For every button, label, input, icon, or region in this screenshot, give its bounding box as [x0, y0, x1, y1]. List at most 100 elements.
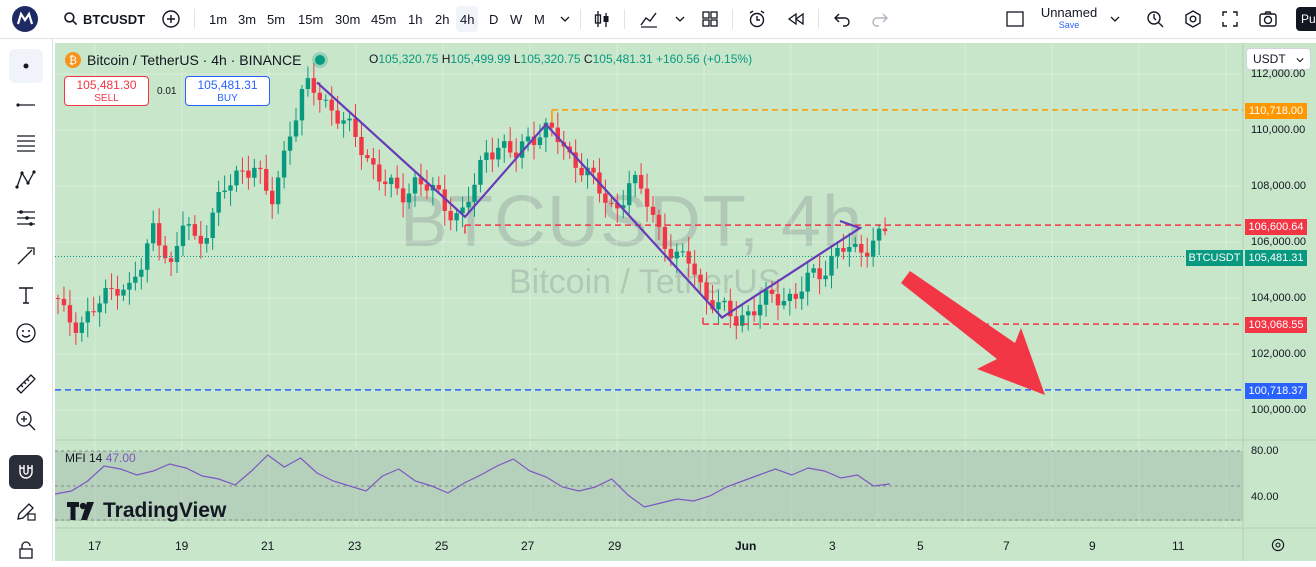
undo-icon[interactable] — [830, 0, 854, 38]
layout-dropdown-icon[interactable] — [1108, 0, 1122, 38]
alert-icon[interactable] — [744, 0, 770, 38]
down-arrow — [901, 271, 1045, 395]
time-label: 21 — [261, 539, 275, 553]
replay-icon[interactable] — [784, 0, 808, 38]
candle-body — [478, 159, 483, 185]
timeframe-3m[interactable]: 3m — [238, 11, 257, 27]
candle-body — [698, 274, 703, 283]
high-value: 105,499.99 — [450, 52, 511, 66]
price-label: 106,000.00 — [1251, 236, 1307, 248]
axis-settings-icon[interactable] — [1270, 537, 1286, 558]
brush-icon[interactable] — [9, 239, 43, 273]
candle-body — [359, 136, 364, 156]
candle-body — [323, 99, 328, 101]
candle-body — [145, 243, 150, 270]
timeframe-30m[interactable]: 30m — [335, 11, 361, 27]
camera-icon[interactable] — [1256, 0, 1280, 38]
indicators-dropdown-icon[interactable] — [673, 0, 687, 38]
fullscreen-icon[interactable] — [1218, 0, 1242, 38]
candles-icon[interactable] — [590, 0, 614, 38]
candle-body — [793, 293, 798, 299]
chart-pane[interactable]: BTCUSDT, 4h Bitcoin / TetherUS ₿ Bitcoin… — [55, 43, 1316, 561]
timeframe-M[interactable]: M — [534, 11, 545, 27]
candle-body — [531, 136, 537, 146]
indicators-icon[interactable] — [636, 0, 662, 38]
tradingview-logo[interactable]: TradingView — [67, 499, 226, 523]
quick-search-icon[interactable] — [1143, 0, 1167, 38]
fib-tools-icon[interactable] — [9, 201, 43, 235]
candle-body — [662, 226, 668, 249]
candle-body — [133, 276, 138, 283]
timeframe-4h[interactable]: 4h — [456, 6, 479, 32]
compare-symbol-icon[interactable] — [158, 0, 184, 38]
candle-body — [865, 252, 870, 257]
lock-icon[interactable] — [9, 533, 43, 567]
candle-body — [853, 243, 858, 247]
candle-body — [615, 203, 620, 209]
layout-checkbox-icon[interactable] — [1004, 0, 1026, 38]
timeframe-1h[interactable]: 1h — [408, 11, 423, 27]
candle-body — [841, 247, 846, 252]
buy-button[interactable]: 105,481.31 BUY — [185, 76, 270, 106]
emoji-icon[interactable] — [9, 316, 43, 350]
magnet-icon[interactable] — [9, 455, 43, 489]
zoom-in-icon[interactable] — [9, 404, 43, 438]
currency-dropdown-icon — [1296, 58, 1304, 63]
mfi-legend[interactable]: MFI 14 47.00 — [65, 451, 136, 465]
timeframe-15m[interactable]: 15m — [298, 11, 324, 27]
time-label: 3 — [829, 539, 836, 553]
symbol-legend[interactable]: ₿ Bitcoin / TetherUS · 4h · BINANCE — [63, 50, 326, 70]
redo-icon[interactable] — [868, 0, 892, 38]
timeframe-D[interactable]: D — [489, 11, 499, 27]
search-icon[interactable] — [60, 0, 82, 38]
candle-body — [258, 167, 263, 170]
timeframe-1m[interactable]: 1m — [209, 11, 228, 27]
candle-body — [121, 289, 126, 296]
ruler-icon[interactable] — [9, 367, 43, 401]
sell-price: 105,481.30 — [76, 78, 137, 92]
timeframe-45m[interactable]: 45m — [371, 11, 397, 27]
logo-icon[interactable] — [10, 0, 40, 38]
last-price-tag: 105,481.31 — [1245, 250, 1307, 266]
timeframe-W[interactable]: W — [510, 11, 523, 27]
currency-select[interactable]: USDT — [1246, 48, 1311, 70]
layout-name-button[interactable]: Unnamed Save — [1034, 0, 1104, 38]
settings-gear-icon[interactable] — [1181, 0, 1205, 38]
candle-body — [537, 137, 543, 146]
lock-pencil-icon[interactable] — [9, 494, 43, 528]
horizontal-lines-icon[interactable] — [9, 126, 43, 160]
time-label: Jun — [735, 539, 757, 553]
sell-button[interactable]: 105,481.30 SELL — [64, 76, 149, 106]
symbol-price-tag: BTCUSDT — [1186, 250, 1243, 266]
timeframe-5m[interactable]: 5m — [267, 11, 286, 27]
candle-body — [275, 177, 281, 205]
candle-body — [876, 228, 882, 241]
candle-body — [109, 288, 114, 290]
order-quantity[interactable]: 0.01 — [157, 86, 177, 97]
price-label: 104,000.00 — [1251, 292, 1307, 304]
text-tool-icon[interactable] — [9, 278, 43, 312]
top-toolbar: BTCUSDT 1m 3m 5m 15m 30m 45m 1h 2h 4h D W M Unnamed… — [0, 0, 1316, 39]
candle-body — [484, 152, 489, 160]
timeframe-2h[interactable]: 2h — [435, 11, 450, 27]
time-label: 29 — [608, 539, 622, 553]
save-label: Save — [1058, 20, 1080, 30]
sell-label: SELL — [94, 93, 119, 104]
cursor-dot-icon[interactable] — [9, 49, 43, 83]
publish-button[interactable]: Pu — [1296, 7, 1316, 31]
trend-line-icon[interactable] — [9, 88, 43, 122]
interval-dropdown-icon[interactable] — [558, 0, 572, 38]
mfi-value: 47.00 — [105, 451, 136, 465]
candle-body — [644, 188, 650, 207]
symbol-search-button[interactable]: BTCUSDT — [82, 11, 146, 27]
candle-body — [198, 235, 203, 244]
candle-body — [394, 177, 400, 189]
candle-body — [763, 289, 769, 305]
candle-body — [502, 141, 507, 148]
layout-grid-icon[interactable] — [698, 0, 722, 38]
candle-body — [650, 206, 656, 215]
pattern-icon[interactable] — [9, 163, 43, 197]
mfi-level-label: 80.00 — [1251, 445, 1279, 457]
price-label: 100,000.00 — [1251, 404, 1307, 416]
candle-body — [412, 177, 418, 194]
